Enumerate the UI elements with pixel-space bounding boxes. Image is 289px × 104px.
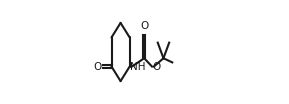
- Text: NH: NH: [130, 62, 146, 72]
- Text: O: O: [94, 62, 102, 72]
- Text: O: O: [140, 21, 148, 31]
- Text: O: O: [153, 62, 161, 72]
